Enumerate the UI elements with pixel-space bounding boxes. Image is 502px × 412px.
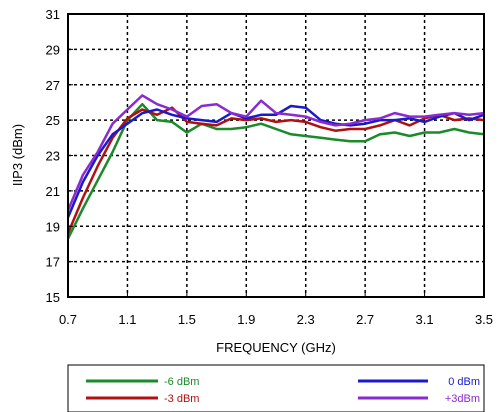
x-tick-label: 1.5 xyxy=(178,312,196,327)
y-tick-label: 17 xyxy=(46,255,60,270)
legend: -6 dBm -3 dBm 0 dBm +3dBm xyxy=(67,364,485,412)
grid-lines xyxy=(68,14,484,297)
x-tick-label: 3.1 xyxy=(416,312,434,327)
y-tick-label: 31 xyxy=(46,7,60,22)
x-axis-title: FREQUENCY (GHz) xyxy=(216,340,336,355)
x-tick-label: 3.5 xyxy=(475,312,493,327)
x-tick-label: 2.3 xyxy=(297,312,315,327)
y-tick-label: 29 xyxy=(46,42,60,57)
legend-label-2: 0 dBm xyxy=(448,376,480,388)
legend-label-1: -3 dBm xyxy=(164,393,199,405)
x-tick-label: 1.1 xyxy=(118,312,136,327)
y-tick-label: 27 xyxy=(46,78,60,93)
series-line-3 xyxy=(66,94,485,211)
axis-ticks: 0.7 1.1 1.5 1.9 2.3 2.7 3.1 3.5 15 17 19 21 23 25 27 29… xyxy=(46,7,494,327)
x-tick-label: 2.7 xyxy=(356,312,374,327)
x-tick-label: 1.9 xyxy=(237,312,255,327)
legend-box xyxy=(67,364,485,412)
series-lines xyxy=(66,94,485,240)
legend-label-0: -6 dBm xyxy=(164,376,199,388)
y-axis-title: IIP3 (dBm) xyxy=(10,124,25,186)
x-tick-label: 0.7 xyxy=(59,312,77,327)
y-tick-label: 23 xyxy=(46,149,60,164)
y-tick-label: 19 xyxy=(46,219,60,234)
series-line-1 xyxy=(66,106,485,234)
legend-label-3: +3dBm xyxy=(445,393,480,405)
y-tick-label: 15 xyxy=(46,290,60,305)
series-line-0 xyxy=(66,102,485,240)
y-tick-label: 25 xyxy=(46,113,60,128)
series-line-2 xyxy=(66,104,485,218)
y-tick-label: 21 xyxy=(46,184,60,199)
